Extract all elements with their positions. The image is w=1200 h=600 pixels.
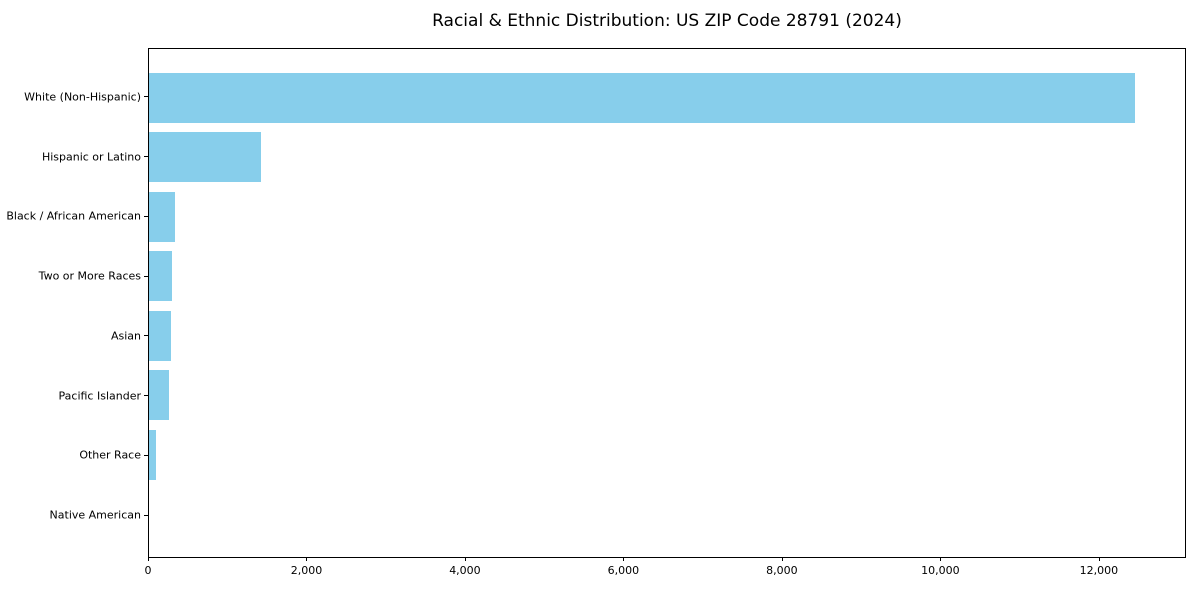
bar-row xyxy=(149,425,1185,485)
x-tick-mark xyxy=(940,557,942,561)
bar xyxy=(149,429,157,480)
y-axis-label: Two or More Races xyxy=(38,269,141,283)
bar-row xyxy=(149,128,1185,188)
x-tick-label: 4,000 xyxy=(449,564,481,577)
x-tick-mark xyxy=(781,557,783,561)
y-tick-mark xyxy=(144,514,148,516)
y-axis-labels: White (Non-Hispanic) Hispanic or Latino Bl… xyxy=(0,48,141,558)
bars xyxy=(149,68,1185,544)
y-tick-mark xyxy=(144,275,148,277)
x-axis-ticks xyxy=(148,557,1186,561)
bar-row xyxy=(149,247,1185,307)
plot-area xyxy=(148,48,1186,558)
bar-row xyxy=(149,68,1185,128)
x-tick-label: 8,000 xyxy=(766,564,798,577)
bar xyxy=(149,132,261,183)
y-tick-mark xyxy=(144,215,148,217)
x-tick-label: 0 xyxy=(144,564,152,577)
y-tick-mark xyxy=(144,96,148,98)
bar xyxy=(149,72,1136,123)
bar xyxy=(149,310,172,361)
bar xyxy=(149,191,176,242)
x-tick-mark xyxy=(306,557,308,561)
y-axis-ticks xyxy=(144,48,148,558)
x-tick-mark xyxy=(623,557,625,561)
y-tick-mark xyxy=(144,156,148,158)
y-axis-label: Asian xyxy=(110,329,141,343)
y-axis-label: Black / African American xyxy=(6,209,141,223)
bar-row xyxy=(149,306,1185,366)
y-tick-mark xyxy=(144,454,148,456)
x-tick-label: 12,000 xyxy=(1079,564,1119,577)
x-tick-mark xyxy=(464,557,466,561)
bar-row xyxy=(149,485,1185,545)
chart-title: Racial & Ethnic Distribution: US ZIP Cod… xyxy=(432,11,902,31)
y-axis-label: Other Race xyxy=(79,448,141,462)
x-tick-label: 10,000 xyxy=(921,564,960,577)
y-tick-mark xyxy=(144,335,148,337)
x-tick-mark xyxy=(148,557,149,561)
bar xyxy=(149,370,170,421)
bar-row xyxy=(149,366,1185,426)
x-tick-label: 2,000 xyxy=(290,564,323,577)
x-tick-label: 6,000 xyxy=(607,564,640,577)
x-axis-tick-labels: 0 2,000 4,000 6,000 8,000 10,000 12,000 xyxy=(144,564,1186,580)
bar-row xyxy=(149,187,1185,247)
y-axis-label: Pacific Islander xyxy=(58,389,141,403)
y-tick-mark xyxy=(144,395,148,397)
y-axis-label: Native American xyxy=(49,508,141,522)
x-tick-mark xyxy=(1098,557,1100,561)
y-axis-label: White (Non-Hispanic) xyxy=(24,90,141,104)
y-axis-label: Hispanic or Latino xyxy=(41,150,141,164)
bar xyxy=(149,251,172,302)
